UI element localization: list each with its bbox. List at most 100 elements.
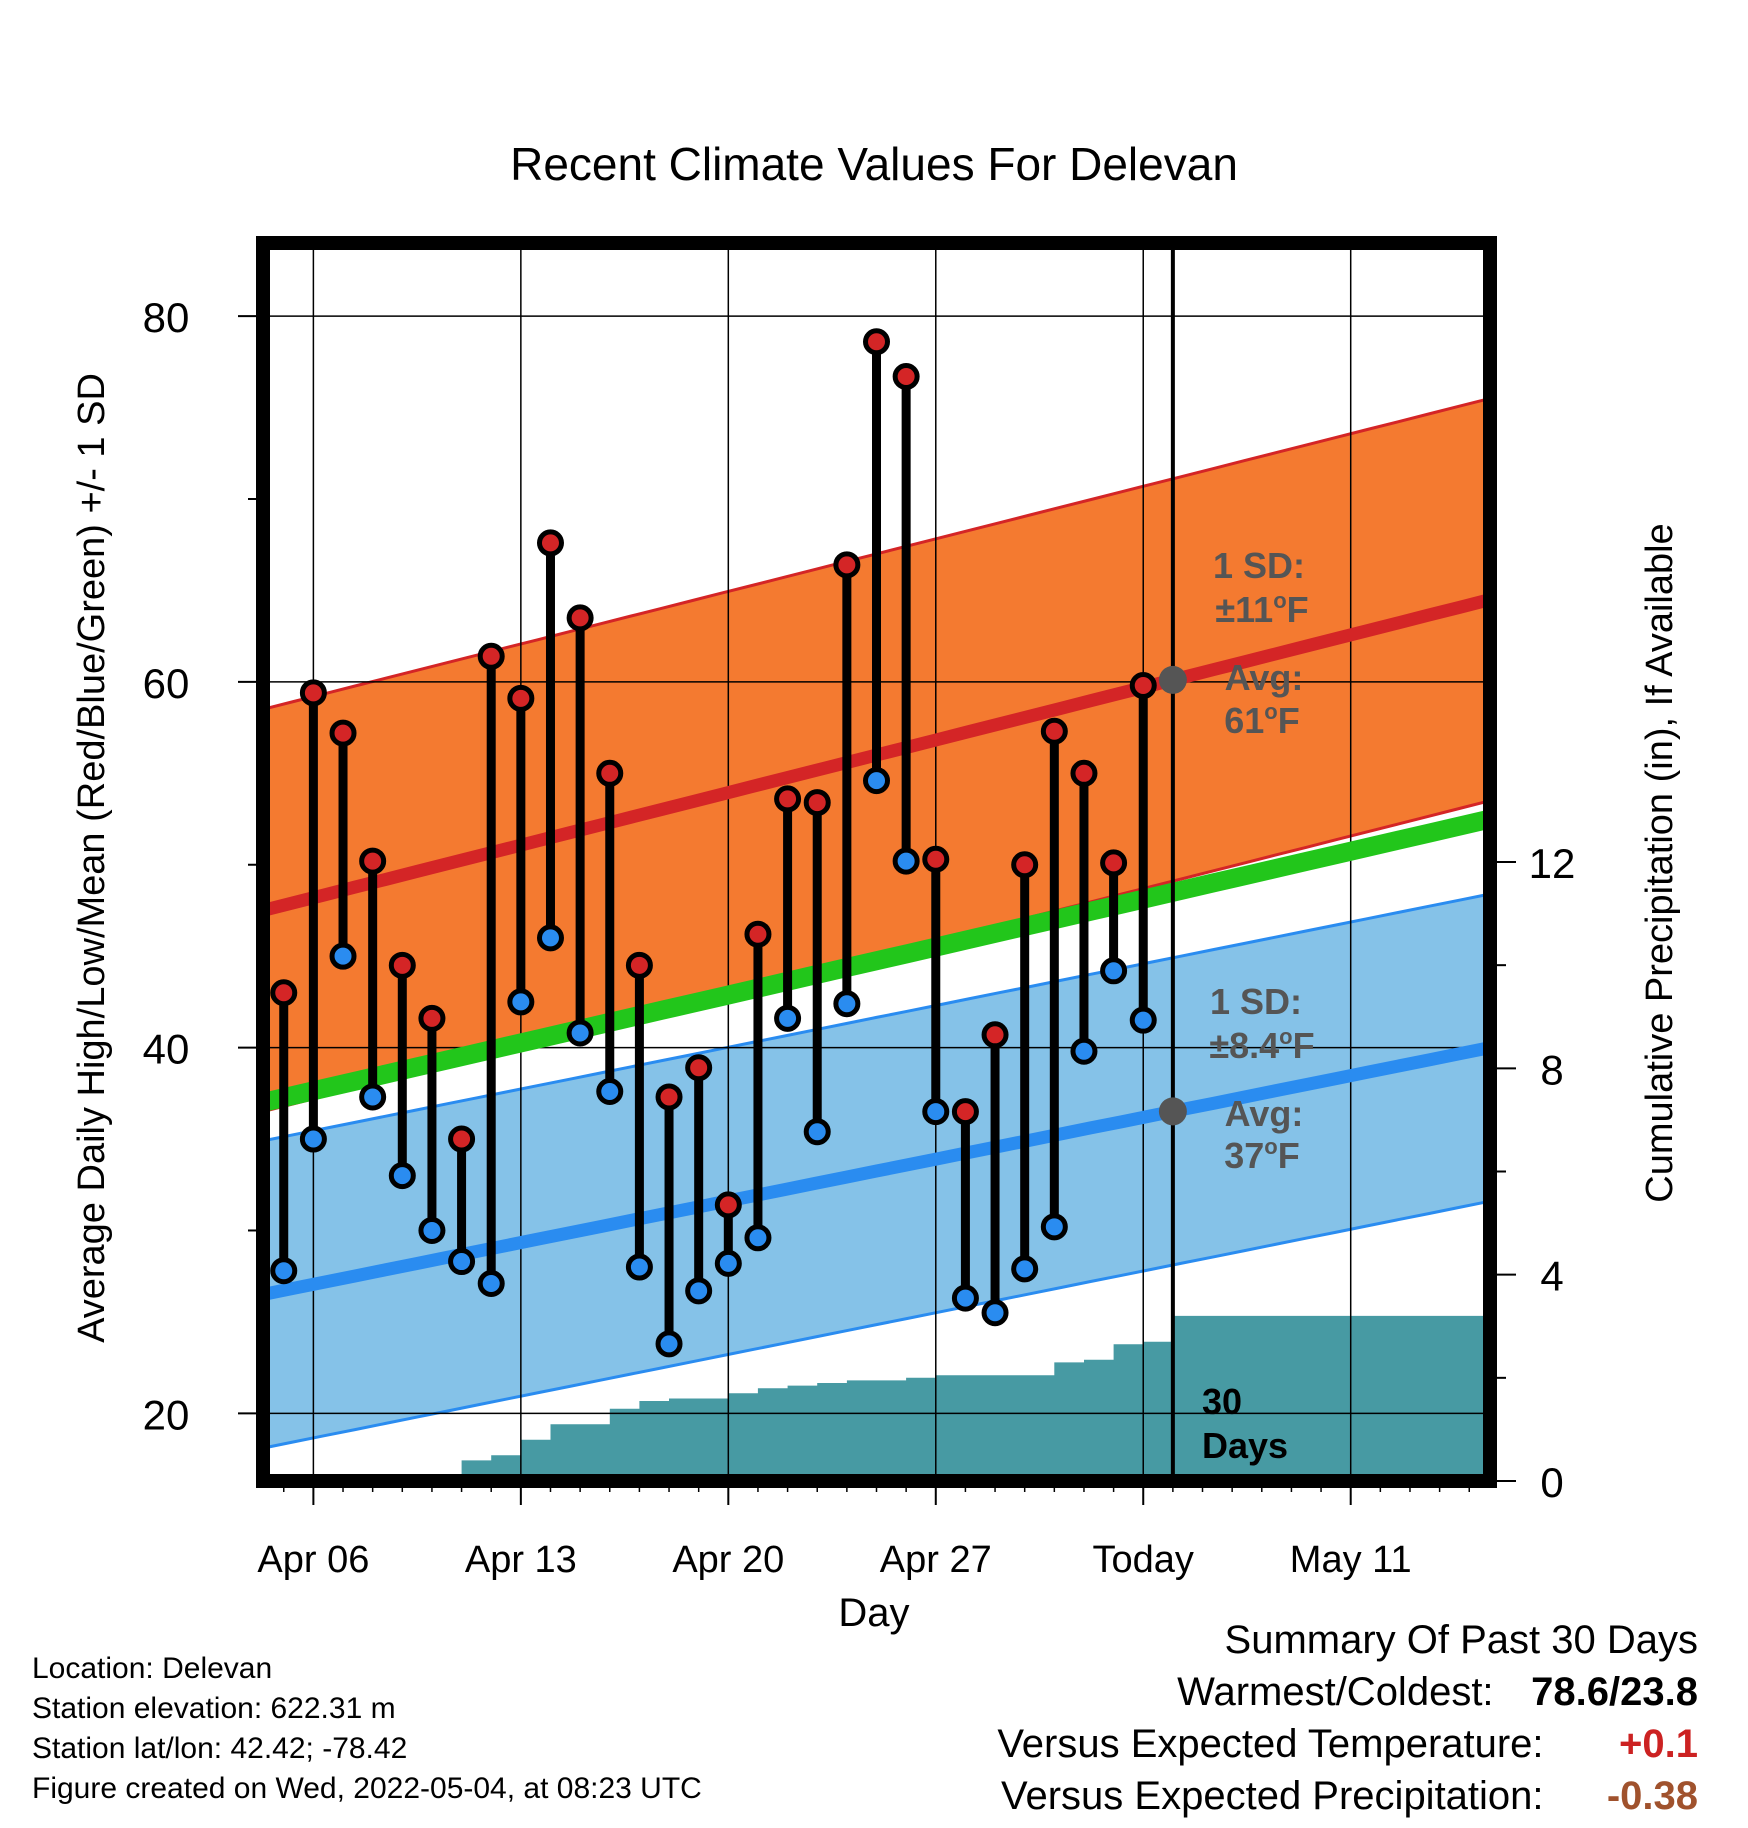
- y2-tick-label: 8: [1540, 1046, 1563, 1093]
- warmest-row: Warmest/Coldest: 78.6/23.8: [997, 1672, 1698, 1712]
- daily-high-point: [863, 328, 890, 356]
- daily-high-point: [596, 759, 624, 787]
- low-band-upper-edge: [262, 892, 1491, 1143]
- days-count: 30: [1202, 1381, 1242, 1422]
- low-band-lower-edge: [262, 1199, 1491, 1450]
- daily-high-point: [1011, 851, 1039, 879]
- station-info: Location: Delevan Station elevation: 622…: [32, 1654, 702, 1804]
- temp-row: Versus Expected Temperature: +0.1: [997, 1724, 1698, 1764]
- precipitation-area: [263, 1315, 1490, 1481]
- today-high-avg-marker: [1158, 665, 1187, 694]
- daily-high-point: [922, 845, 950, 873]
- daily-high-point: [892, 362, 920, 390]
- daily-high-point: [448, 1125, 476, 1153]
- high-sd-label: 1 SD:: [1213, 545, 1305, 586]
- daily-low-point: [1129, 1006, 1157, 1034]
- daily-low-point: [536, 924, 564, 952]
- x-tick-label: Apr 27: [880, 1539, 992, 1581]
- daily-low-point: [388, 1162, 416, 1190]
- daily-low-point: [922, 1098, 950, 1126]
- daily-low-point: [803, 1118, 831, 1146]
- daily-low-point: [418, 1216, 446, 1244]
- daily-high-point: [1070, 759, 1098, 787]
- daily-low-point: [981, 1299, 1009, 1327]
- elevation-text: Station elevation: 622.31 m: [32, 1692, 396, 1725]
- daily-low-point: [685, 1277, 713, 1305]
- x-tick-label: Today: [1093, 1539, 1194, 1581]
- daily-high-point: [477, 642, 505, 670]
- y2-axis-label: Cumulative Precipitation (in), If Availa…: [1639, 523, 1681, 1202]
- summary-panel: Summary Of Past 30 Days Warmest/Coldest:…: [997, 1620, 1698, 1816]
- daily-low-point: [714, 1249, 742, 1277]
- daily-high-point: [685, 1054, 713, 1082]
- x-tick-label: Apr 06: [257, 1539, 369, 1581]
- daily-high-point: [625, 951, 653, 979]
- y-axis-label: Average Daily High/Low/Mean (Red/Blue/Gr…: [71, 373, 113, 1343]
- latlon-text: Station lat/lon: 42.42; -78.42: [32, 1732, 408, 1765]
- location-text: Location: Delevan: [32, 1652, 273, 1685]
- daily-high-point: [270, 979, 298, 1007]
- daily-low-point: [477, 1270, 505, 1298]
- daily-low-point: [1040, 1213, 1068, 1241]
- mean-average-line: [263, 809, 1490, 1112]
- y2-tick-label: 4: [1540, 1253, 1563, 1300]
- warmest-label: Warmest/Coldest:: [1177, 1670, 1494, 1714]
- low-avg-label: Avg:: [1225, 1093, 1304, 1134]
- daily-low-point: [359, 1083, 387, 1111]
- daily-high-point: [714, 1191, 742, 1219]
- precip-label: Versus Expected Precipitation:: [1001, 1774, 1544, 1818]
- chart-title: Recent Climate Values For Delevan: [510, 138, 1238, 190]
- days-label: Days: [1202, 1425, 1288, 1466]
- daily-low-point: [1011, 1255, 1039, 1283]
- y-tick-label: 60: [143, 660, 190, 707]
- high-avg-label: Avg:: [1225, 657, 1304, 698]
- temp-value: +0.1: [1619, 1722, 1698, 1766]
- y-tick-label: 40: [143, 1026, 190, 1073]
- daily-low-point: [744, 1224, 772, 1252]
- daily-high-point: [1040, 717, 1068, 745]
- low-sd-label: 1 SD:: [1210, 981, 1302, 1022]
- daily-high-point: [833, 551, 861, 579]
- daily-high-point: [507, 684, 535, 712]
- daily-high-point: [329, 719, 357, 747]
- created-text: Figure created on Wed, 2022-05-04, at 08…: [32, 1772, 702, 1805]
- daily-low-point: [655, 1330, 683, 1358]
- x-axis-label: Day: [838, 1591, 909, 1635]
- daily-high-point: [803, 789, 831, 817]
- daily-low-point: [892, 847, 920, 875]
- y-tick-label: 80: [143, 294, 190, 341]
- daily-high-point: [359, 847, 387, 875]
- warmest-value: 78.6/23.8: [1531, 1670, 1698, 1714]
- x-tick-label: May 11: [1290, 1539, 1412, 1581]
- daily-high-point: [299, 679, 327, 707]
- low-avg-value: 37oF: [1224, 1134, 1300, 1176]
- daily-high-point: [1100, 849, 1128, 877]
- daily-high-point: [744, 920, 772, 948]
- y2-tick-label: 12: [1529, 840, 1576, 887]
- daily-high-point: [536, 529, 564, 557]
- daily-high-point: [774, 785, 802, 813]
- daily-low-point: [507, 988, 535, 1016]
- daily-low-point: [270, 1257, 298, 1285]
- x-tick-label: Apr 20: [672, 1539, 784, 1581]
- daily-low-point: [951, 1284, 979, 1312]
- daily-low-point: [833, 990, 861, 1018]
- x-tick-label: Apr 13: [465, 1539, 577, 1581]
- y-tick-label: 20: [143, 1391, 190, 1438]
- summary-title: Summary Of Past 30 Days: [1224, 1618, 1698, 1662]
- daily-low-point: [863, 767, 890, 795]
- daily-high-point: [566, 604, 594, 632]
- today-low-avg-marker: [1158, 1097, 1187, 1126]
- high-sd-value: ±11oF: [1215, 588, 1308, 630]
- daily-high-point: [951, 1098, 979, 1126]
- daily-low-point: [1100, 957, 1128, 985]
- daily-low-point: [566, 1019, 594, 1047]
- daily-high-point: [981, 1021, 1009, 1049]
- precip-value: -0.38: [1606, 1774, 1698, 1818]
- daily-low-point: [329, 942, 357, 970]
- daily-high-point: [1129, 672, 1157, 700]
- daily-low-point: [596, 1077, 624, 1105]
- daily-low-point: [625, 1253, 653, 1281]
